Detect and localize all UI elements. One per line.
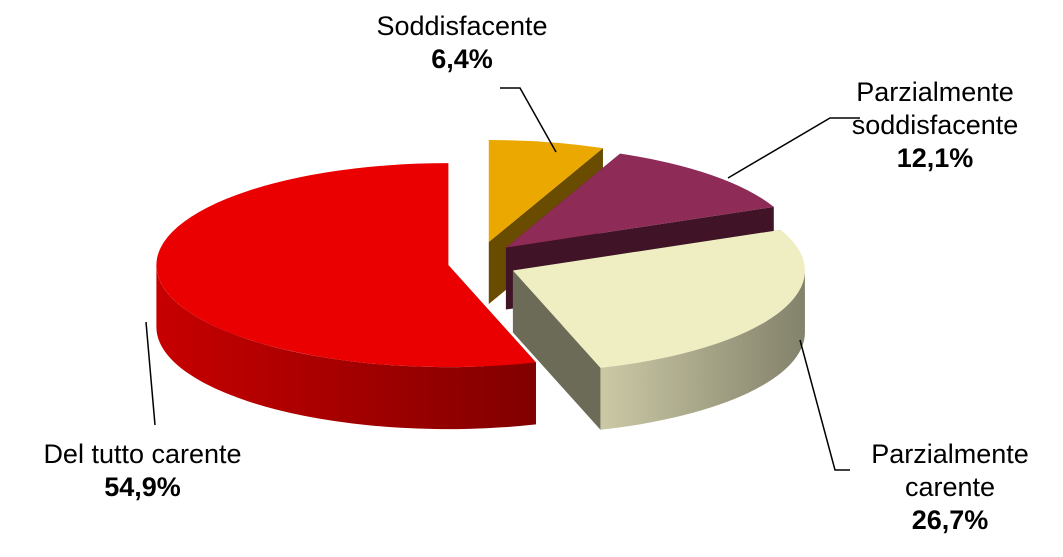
slice-label: Del tutto carente 54,9% (43, 439, 242, 502)
slice-label: Soddisfacente 6,4% (376, 11, 548, 74)
slice-label: Parzialmente soddisfacente 12,1% (851, 77, 1019, 173)
slice-face (512, 270, 601, 430)
leader-line (727, 117, 860, 179)
slice-label: Parzialmente carente 26,7% (871, 439, 1029, 535)
slice-side (156, 265, 536, 430)
slice (156, 163, 536, 368)
leader-line (500, 87, 557, 153)
slice-side (600, 270, 805, 430)
slice (488, 140, 603, 243)
slice (505, 153, 774, 248)
leader-line (799, 339, 850, 471)
slice (512, 229, 805, 368)
leader-line (145, 321, 156, 426)
